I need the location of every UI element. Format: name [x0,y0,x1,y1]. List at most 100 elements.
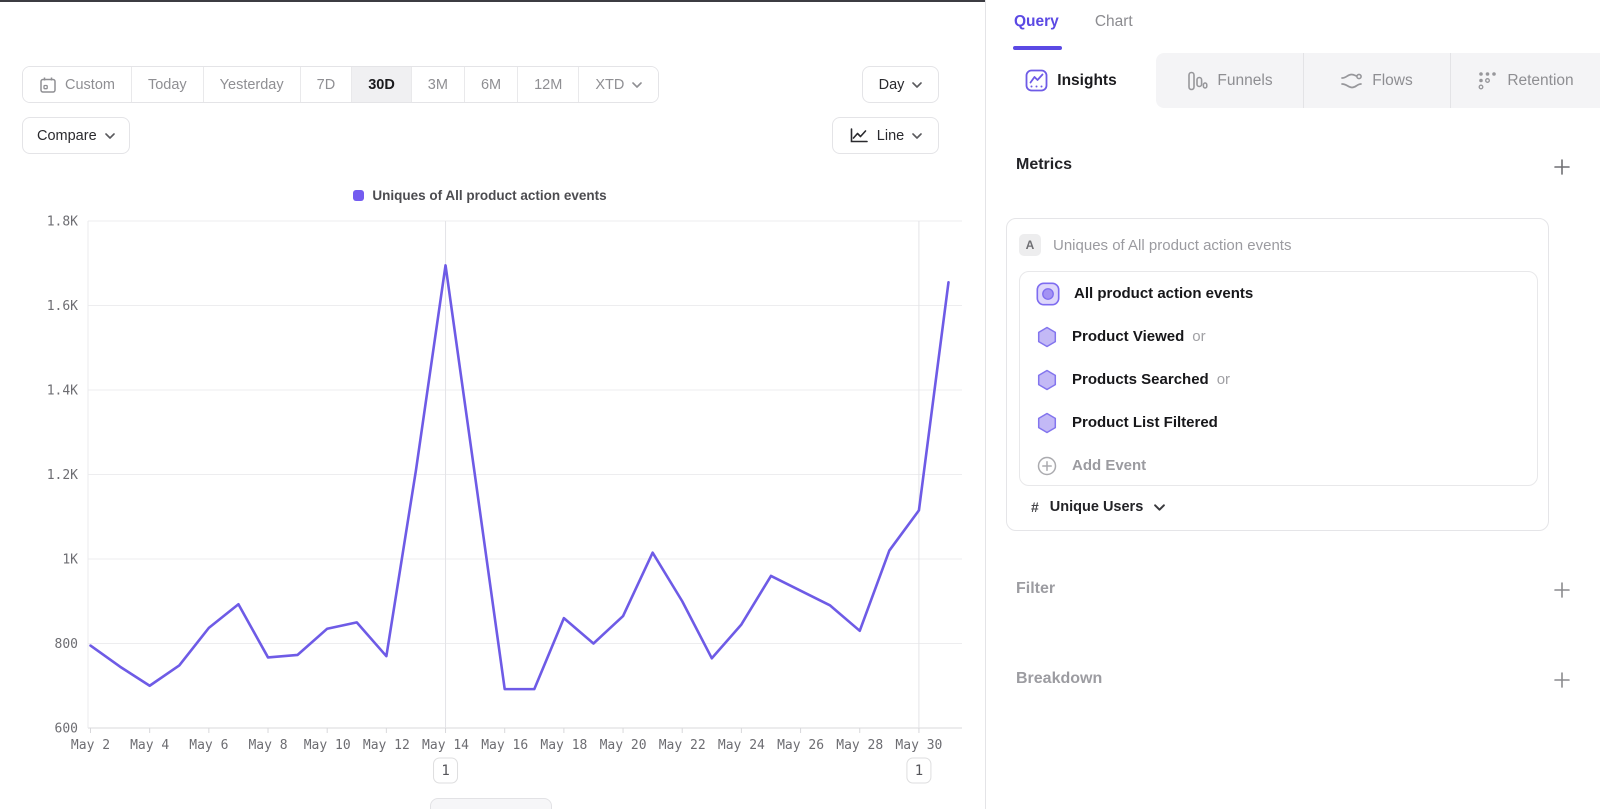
line-chart-icon [850,128,868,143]
granularity-dropdown[interactable]: Day [862,66,939,103]
event-hexagon-icon [1037,369,1057,390]
tab-label: Insights [1057,71,1117,89]
x-tick-label: May 20 [600,738,647,753]
compare-dropdown[interactable]: Compare [22,117,130,154]
chevron-down-icon [632,81,643,88]
event-row-products-searched[interactable]: Products Searched or [1020,358,1537,401]
tab-insights[interactable]: Insights [986,53,1156,108]
query-panel: Query Chart Insights Funnels [985,0,1600,809]
metrics-section-title: Metrics [1016,156,1073,173]
metric-header[interactable]: A Uniques of All product action events [1019,234,1291,256]
x-tick-label: May 14 [422,738,469,753]
x-tick-label: May 22 [659,738,706,753]
metric-summary: Uniques of All product action events [1053,236,1292,254]
aggregation-dropdown[interactable]: # Unique Users [1031,499,1166,515]
chevron-down-icon [1154,503,1166,511]
x-tick-label: May 18 [540,738,587,753]
insights-icon [1025,69,1048,92]
y-tick-label: 1.2K [47,468,78,483]
tab-label: Flows [1372,71,1413,89]
x-tick-label: May 30 [895,738,942,753]
x-tick-label: May 26 [777,738,824,753]
y-tick-label: 1K [62,553,78,568]
annotation-count: 1 [915,763,923,779]
add-breakdown-button[interactable] [1554,672,1570,688]
chevron-down-icon [912,81,923,88]
active-tab-underline [1013,46,1062,50]
event-hexagon-icon [1037,412,1057,433]
event-name: Product List Filtered [1072,414,1218,431]
add-metric-button[interactable] [1554,159,1570,175]
x-tick-label: May 10 [304,738,351,753]
tab-separator [1303,53,1304,108]
annotation-badge[interactable] [906,757,932,784]
range-today[interactable]: Today [131,67,204,102]
legend-swatch [353,190,365,201]
tab-label: Funnels [1217,71,1273,89]
filter-section-title: Filter [1016,580,1056,597]
chevron-down-icon [912,132,923,139]
range-custom[interactable]: Custom [23,67,132,102]
event-or-operator: or [1216,371,1231,388]
annotation-badge[interactable] [433,757,459,784]
event-list-card: All product action events Product Viewed… [1019,271,1538,486]
x-tick-label: May 16 [481,738,528,753]
x-tick-label: May 8 [248,738,287,753]
panel-tabbar: Query Chart [1014,13,1133,31]
event-name: Product Viewed [1072,328,1185,345]
event-or-operator: or [1192,328,1206,345]
metric-letter-badge: A [1019,234,1041,256]
line-chart[interactable]: 600 800 1K 1.2K 1.4K 1.6K 1.8K May 2 May 4 May 6 M… [0,180,985,809]
y-tick-label: 600 [55,722,78,737]
add-event-label: Add Event [1072,457,1147,474]
tab-separator [1450,53,1451,108]
x-tick-label: May 28 [836,738,883,753]
calendar-icon [40,77,56,93]
add-filter-button[interactable] [1554,582,1570,598]
tab-chart[interactable]: Chart [1094,13,1133,30]
y-tick-label: 1.8K [47,215,78,230]
top-border [0,0,986,2]
range-12m[interactable]: 12M [518,67,580,102]
y-tick-label: 1.6K [47,299,78,314]
tab-retention[interactable]: Retention [1450,53,1600,108]
x-tick-label: May 24 [718,738,765,753]
chart-legend[interactable]: Uniques of All product action events [80,188,880,203]
tab-query[interactable]: Query [1014,13,1059,30]
hash-icon: # [1031,499,1039,515]
y-tick-label: 800 [55,637,78,652]
event-hexagon-icon [1037,326,1057,347]
legend-label: Uniques of All product action events [372,188,607,203]
x-tick-label: May 6 [189,738,228,753]
chevron-down-icon [104,132,115,139]
range-7d[interactable]: 7D [300,67,353,102]
tab-label: Retention [1507,71,1574,89]
funnels-icon [1188,71,1208,90]
annotation-count: 1 [441,763,449,779]
range-6m[interactable]: 6M [464,67,519,102]
flows-icon [1341,73,1363,88]
date-range-selector: Custom Today Yesterday 7D 30D 3M 6M 12M … [22,66,660,103]
event-row-product-list-filtered[interactable]: Product List Filtered [1020,401,1537,444]
range-3m[interactable]: 3M [411,67,465,102]
range-yesterday[interactable]: Yesterday [203,67,301,102]
series-line[interactable] [89,264,950,691]
tab-flows[interactable]: Flows [1303,53,1450,108]
breakdown-section-title: Breakdown [1016,670,1103,687]
x-tick-label: May 4 [130,738,169,753]
range-label: Custom [65,76,115,93]
range-30d[interactable]: 30D [352,67,412,102]
inactive-tabs-background [1156,53,1600,108]
add-event-button[interactable]: Add Event [1020,444,1537,487]
event-name: All product action events [1074,285,1254,302]
x-tick-label: May 12 [363,738,410,753]
event-row-product-viewed[interactable]: Product Viewed or [1020,315,1537,358]
report-type-tabs: Insights Funnels Flows [986,53,1600,108]
tab-funnels[interactable]: Funnels [1156,53,1303,108]
metric-card: A Uniques of All product action events A… [1006,218,1549,531]
cutoff-element [430,798,552,809]
chart-type-dropdown[interactable]: Line [832,117,939,154]
aggregation-label: Unique Users [1049,499,1144,515]
range-xtd[interactable]: XTD [579,67,659,102]
event-row-all-product-action-events[interactable]: All product action events [1020,272,1537,315]
